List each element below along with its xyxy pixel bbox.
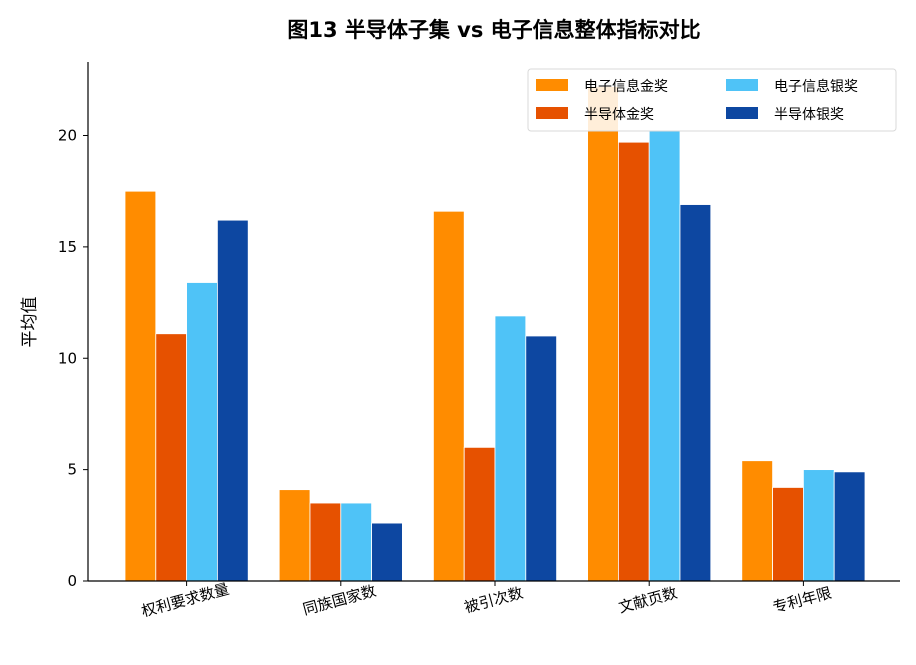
bar-2-5 — [772, 487, 804, 582]
chart-title: 图13 半导体子集 vs 电子信息整体指标对比 — [287, 18, 700, 42]
y-tick-label: 0 — [67, 572, 77, 590]
bar-4-5 — [833, 471, 866, 582]
bar-3-5 — [803, 469, 835, 582]
legend-box — [527, 68, 897, 132]
x-tick-label: 同族国家数 — [301, 582, 378, 619]
y-axis-label: 平均值 — [20, 297, 40, 348]
x-tick-label: 专利年限 — [771, 584, 834, 617]
bar-2-4 — [618, 141, 650, 582]
y-tick-label: 5 — [67, 461, 77, 479]
bar-1-4 — [587, 86, 619, 582]
bar-3-3 — [494, 315, 527, 582]
bar-4-4 — [679, 204, 712, 582]
bar-4-3 — [525, 335, 557, 582]
legend-label: 电子信息金奖 — [584, 78, 668, 95]
bar-1-1 — [124, 190, 157, 582]
y-tick-label: 20 — [58, 127, 77, 145]
legend-swatch — [726, 79, 758, 91]
legend-swatch — [726, 107, 758, 119]
y-tick-label: 10 — [58, 349, 77, 367]
bar-2-3 — [463, 446, 496, 582]
bar-3-2 — [340, 502, 372, 582]
bar-2-2 — [309, 502, 342, 582]
bar-3-4 — [648, 130, 681, 582]
x-tick-label: 文献页数 — [617, 584, 680, 617]
bar-2-1 — [155, 333, 188, 582]
legend-label: 半导体金奖 — [584, 106, 654, 123]
bar-1-5 — [741, 460, 773, 582]
bars — [124, 86, 866, 582]
legend-label: 电子信息银奖 — [774, 78, 858, 95]
bar-1-3 — [432, 210, 465, 582]
x-tick-label: 权利要求数量 — [140, 580, 232, 621]
bar-3-1 — [186, 282, 218, 582]
legend-label: 半导体银奖 — [774, 106, 844, 123]
legend-swatch — [536, 107, 568, 119]
y-tick-label: 15 — [58, 238, 77, 256]
bar-1-2 — [278, 489, 311, 582]
bar-4-1 — [216, 219, 249, 582]
x-tick-label: 被引次数 — [462, 584, 525, 617]
bar-4-2 — [371, 522, 403, 582]
legend-swatch — [536, 79, 568, 91]
